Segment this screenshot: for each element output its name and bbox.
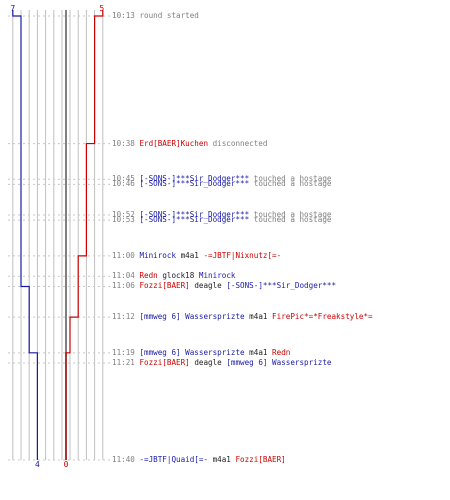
event-timestamp: 10:13 xyxy=(112,11,135,20)
event-player-name: [-SONS-]***Sir_Dodger*** xyxy=(139,179,250,189)
blue-end-count-label: 4 xyxy=(35,460,40,469)
event-timestamp: 10:52 xyxy=(112,210,135,220)
event-timestamp: 11:12 xyxy=(112,312,135,322)
event-player-name: -=JBTF|Quaid[=- xyxy=(139,455,209,464)
event-player-name: [-SONS-]***Sir_Dodger*** xyxy=(139,174,250,184)
event-log-row: 11:21 Fozzi[BAER] deagle [mmweg 6] Wasse… xyxy=(112,358,331,368)
event-log-row: 11:00 Minirock m4a1 -=JBTF|Nixnutz[=- xyxy=(112,251,281,261)
event-weapon: m4a1 xyxy=(212,455,231,464)
event-weapon: glock18 xyxy=(162,271,195,281)
event-log-row: 10:38 Erd[BAER]Kuchen disconnected xyxy=(112,139,267,149)
event-player-name: Redn xyxy=(139,271,158,281)
blue-alive-series xyxy=(12,10,38,460)
event-player-name: Fozzi[BAER] xyxy=(139,281,190,291)
event-player-name: Redn xyxy=(272,347,291,357)
event-log-row: 11:19 [mmweg 6] Wassersprizte m4a1 Redn xyxy=(112,348,290,358)
event-weapon: m4a1 xyxy=(249,347,268,357)
event-player-name: [-SONS-]***Sir_Dodger*** xyxy=(226,281,337,291)
event-player-name: [mmweg 6] Wassersprizte xyxy=(139,312,245,322)
event-log-row: 10:13 round started xyxy=(112,11,199,21)
event-log-row: 11:40 -=JBTF|Quaid[=- m4a1 Fozzi[BAER] xyxy=(112,455,286,465)
event-player-name: [mmweg 6] Wassersprizte xyxy=(139,347,245,357)
event-player-name: -=JBTF|Nixnutz[=- xyxy=(203,250,282,260)
red-end-count-label: 0 xyxy=(64,460,69,469)
event-timestamp: 11:06 xyxy=(112,281,135,291)
event-timestamp: 10:46 xyxy=(112,179,135,189)
event-log-row: 10:53 [-SONS-]***Sir_Dodger*** touched a… xyxy=(112,215,331,225)
event-player-name: Erd[BAER]Kuchen xyxy=(139,138,209,148)
event-player-name: [-SONS-]***Sir_Dodger*** xyxy=(139,210,250,220)
event-player-name: Minirock xyxy=(198,271,236,281)
red-start-count-label: 5 xyxy=(99,4,104,13)
event-log-row: 11:06 Fozzi[BAER] deagle [-SONS-]***Sir_… xyxy=(112,281,336,291)
event-player-name: [-SONS-]***Sir_Dodger*** xyxy=(139,215,250,225)
event-timestamp: 11:04 xyxy=(112,271,135,281)
event-player-name: Minirock xyxy=(139,250,177,260)
red-alive-series xyxy=(65,10,104,460)
event-timestamp: 11:00 xyxy=(112,250,135,260)
event-player-name: Fozzi[BAER] xyxy=(139,358,190,368)
event-weapon: m4a1 xyxy=(249,312,268,322)
event-weapon: deagle xyxy=(194,281,222,291)
event-timestamp: 11:40 xyxy=(112,455,135,464)
event-timestamp: 10:38 xyxy=(112,138,135,148)
event-timestamp: 10:45 xyxy=(112,174,135,184)
event-log-row: 11:12 [mmweg 6] Wassersprizte m4a1 FireP… xyxy=(112,312,373,322)
event-player-name: FirePic*=*Freakstyle*= xyxy=(272,312,373,322)
event-timestamp: 11:21 xyxy=(112,358,135,368)
event-description: touched a hostage xyxy=(253,215,332,225)
event-timestamp: 11:19 xyxy=(112,347,135,357)
event-description: touched a hostage xyxy=(253,179,332,189)
event-log-row: 11:04 Redn glock18 Minirock xyxy=(112,271,235,281)
event-player-name: Fozzi[BAER] xyxy=(235,455,286,464)
event-description: touched a hostage xyxy=(253,174,332,184)
event-description: round started xyxy=(139,11,199,20)
event-log-row: 10:46 [-SONS-]***Sir_Dodger*** touched a… xyxy=(112,179,331,189)
event-description: touched a hostage xyxy=(253,210,332,220)
event-weapon: deagle xyxy=(194,358,222,368)
event-log-row: 10:45 [-SONS-]***Sir_Dodger*** touched a… xyxy=(112,174,331,184)
event-description: disconnected xyxy=(212,138,268,148)
event-player-name: [mmweg 6] Wassersprizte xyxy=(226,358,332,368)
event-weapon: m4a1 xyxy=(180,250,199,260)
blue-start-count-label: 7 xyxy=(10,4,15,13)
event-timestamp: 10:53 xyxy=(112,215,135,225)
event-log-row: 10:52 [-SONS-]***Sir_Dodger*** touched a… xyxy=(112,210,331,220)
